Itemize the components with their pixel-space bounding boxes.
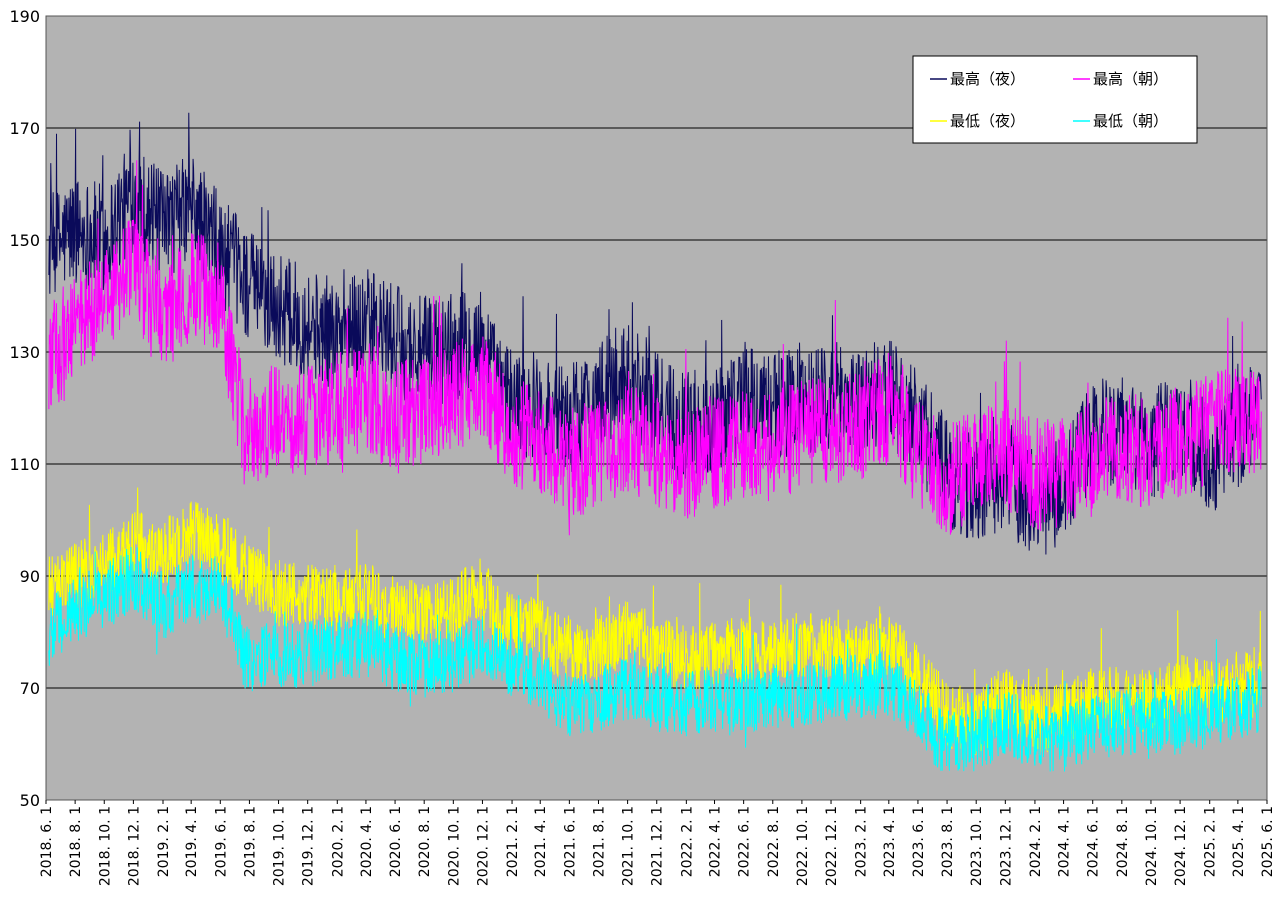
x-tick-label: 2019. 10. 1 — [272, 806, 288, 886]
legend-label-series-2: 最低（夜） — [950, 112, 1025, 130]
x-tick-label: 2023. 8. 1 — [940, 806, 956, 877]
y-tick-label: 130 — [9, 343, 40, 362]
x-tick-label: 2023. 4. 1 — [882, 806, 898, 877]
x-tick-label: 2021. 12. 1 — [650, 806, 666, 886]
x-tick-label: 2025. 4. 1 — [1231, 806, 1247, 877]
x-tick-label: 2021. 4. 1 — [533, 806, 549, 877]
x-tick-label: 2025. 2. 1 — [1203, 806, 1219, 877]
x-tick-label: 2023. 10. 1 — [969, 806, 985, 886]
x-tick-label: 2021. 10. 1 — [621, 806, 637, 886]
x-tick-label: 2024. 4. 1 — [1057, 806, 1073, 877]
series-line-3 — [48, 546, 1262, 772]
x-tick-label: 2020. 8. 1 — [417, 806, 433, 877]
y-axis: 50 70 90 110 130 150 170 190 — [9, 7, 40, 810]
legend-label-series-3: 最低（朝） — [1093, 112, 1168, 130]
x-tick-label: 2022. 8. 1 — [766, 806, 782, 877]
x-tick-label: 2019. 4. 1 — [184, 806, 200, 877]
series-line-1 — [48, 160, 1262, 536]
x-tick-label: 2024. 6. 1 — [1086, 806, 1102, 877]
x-tick-label: 2019. 12. 1 — [301, 806, 317, 886]
y-tick-label: 90 — [20, 567, 40, 586]
y-tick-label: 170 — [9, 119, 40, 138]
x-tick-label: 2024. 12. 1 — [1173, 806, 1189, 886]
x-tick-label: 2019. 6. 1 — [213, 806, 229, 877]
legend-label-series-1: 最高（朝） — [1093, 70, 1168, 88]
x-tick-label: 2020. 2. 1 — [330, 806, 346, 877]
legend: 最高（夜） 最高（朝） 最低（夜） 最低（朝） — [912, 55, 1198, 144]
x-axis: 2018. 6. 1 2018. 8. 1 2018. 10. 1 2018. 12.… — [39, 800, 1276, 886]
x-tick-label: 2021. 8. 1 — [591, 806, 607, 877]
x-tick-label: 2019. 2. 1 — [156, 806, 172, 877]
series-line-0 — [48, 112, 1262, 555]
series-layer — [48, 112, 1262, 772]
y-tick-label: 50 — [20, 791, 40, 810]
x-tick-label: 2023. 2. 1 — [854, 806, 870, 877]
x-tick-label: 2018. 8. 1 — [68, 806, 84, 877]
y-tick-label: 110 — [9, 455, 40, 474]
y-tick-label: 150 — [9, 231, 40, 250]
x-tick-label: 2024. 10. 1 — [1144, 806, 1160, 886]
x-tick-label: 2020. 4. 1 — [359, 806, 375, 877]
x-tick-label: 2021. 6. 1 — [562, 806, 578, 877]
x-tick-label: 2018. 10. 1 — [97, 806, 113, 886]
x-tick-label: 2022. 10. 1 — [795, 806, 811, 886]
x-tick-label: 2024. 2. 1 — [1028, 806, 1044, 877]
legend-label-series-0: 最高（夜） — [950, 70, 1025, 88]
x-tick-label: 2020. 6. 1 — [388, 806, 404, 877]
x-tick-label: 2020. 12. 1 — [475, 806, 491, 886]
x-tick-label: 2019. 8. 1 — [242, 806, 258, 877]
legend-box — [912, 55, 1198, 144]
x-tick-label: 2018. 12. 1 — [126, 806, 142, 886]
x-tick-label: 2023. 12. 1 — [998, 806, 1014, 886]
x-tick-label: 2018. 6. 1 — [39, 806, 55, 877]
x-tick-label: 2022. 2. 1 — [679, 806, 695, 877]
x-tick-label: 2022. 6. 1 — [737, 806, 753, 877]
x-tick-label: 2023. 6. 1 — [911, 806, 927, 877]
x-tick-label: 2021. 2. 1 — [505, 806, 521, 877]
y-tick-label: 190 — [9, 7, 40, 26]
x-tick-label: 2022. 12. 1 — [824, 806, 840, 886]
x-tick-label: 2022. 4. 1 — [708, 806, 724, 877]
y-tick-label: 70 — [20, 679, 40, 698]
x-tick-label: 2020. 10. 1 — [446, 806, 462, 886]
x-tick-label: 2024. 8. 1 — [1115, 806, 1131, 877]
x-tick-label: 2025. 6. 1 — [1260, 806, 1276, 877]
